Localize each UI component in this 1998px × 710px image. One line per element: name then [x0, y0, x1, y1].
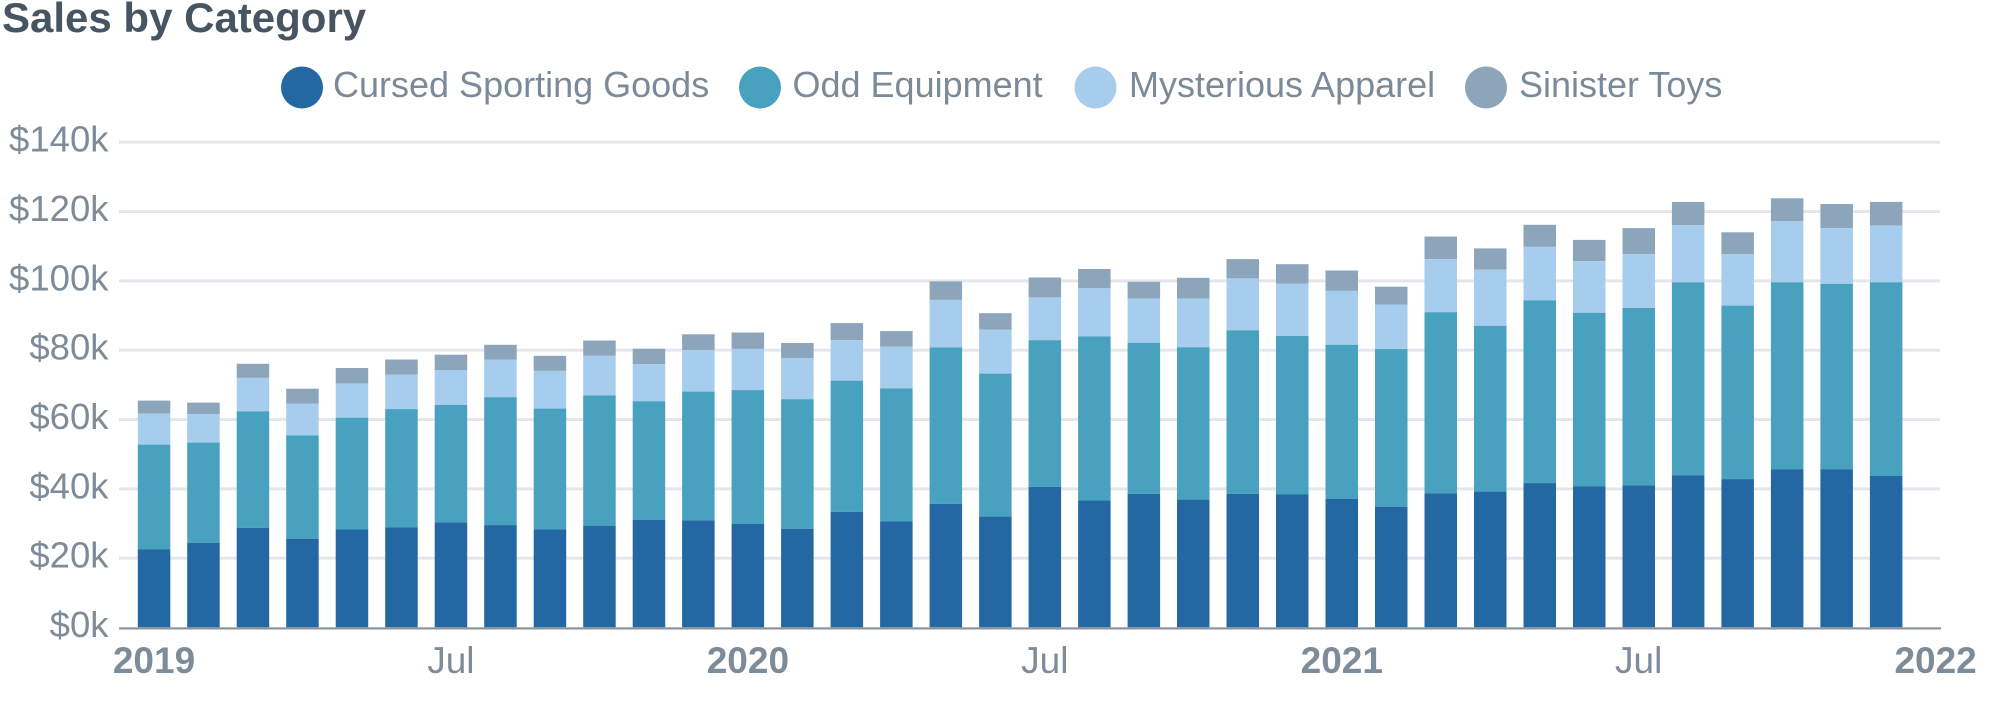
svg-text:2022: 2022 [1894, 640, 1976, 681]
svg-text:Cursed Sporting Goods: Cursed Sporting Goods [333, 64, 709, 105]
svg-text:2019: 2019 [113, 640, 195, 681]
svg-text:$60k: $60k [29, 396, 109, 437]
svg-text:$20k: $20k [29, 535, 109, 576]
svg-text:Mysterious Apparel: Mysterious Apparel [1129, 64, 1435, 105]
svg-text:Odd Equipment: Odd Equipment [793, 64, 1043, 105]
svg-text:Sinister Toys: Sinister Toys [1519, 64, 1722, 105]
svg-text:Jul: Jul [427, 640, 474, 681]
svg-text:$120k: $120k [9, 188, 109, 229]
svg-text:$40k: $40k [29, 465, 109, 506]
svg-text:Jul: Jul [1615, 640, 1662, 681]
svg-text:Sales by Category: Sales by Category [2, 0, 367, 41]
svg-text:2020: 2020 [707, 640, 789, 681]
svg-text:$0k: $0k [50, 604, 110, 645]
svg-text:$100k: $100k [9, 257, 109, 298]
svg-text:$80k: $80k [29, 327, 109, 368]
svg-text:Jul: Jul [1021, 640, 1068, 681]
svg-text:$140k: $140k [9, 119, 109, 160]
svg-text:2021: 2021 [1301, 640, 1383, 681]
